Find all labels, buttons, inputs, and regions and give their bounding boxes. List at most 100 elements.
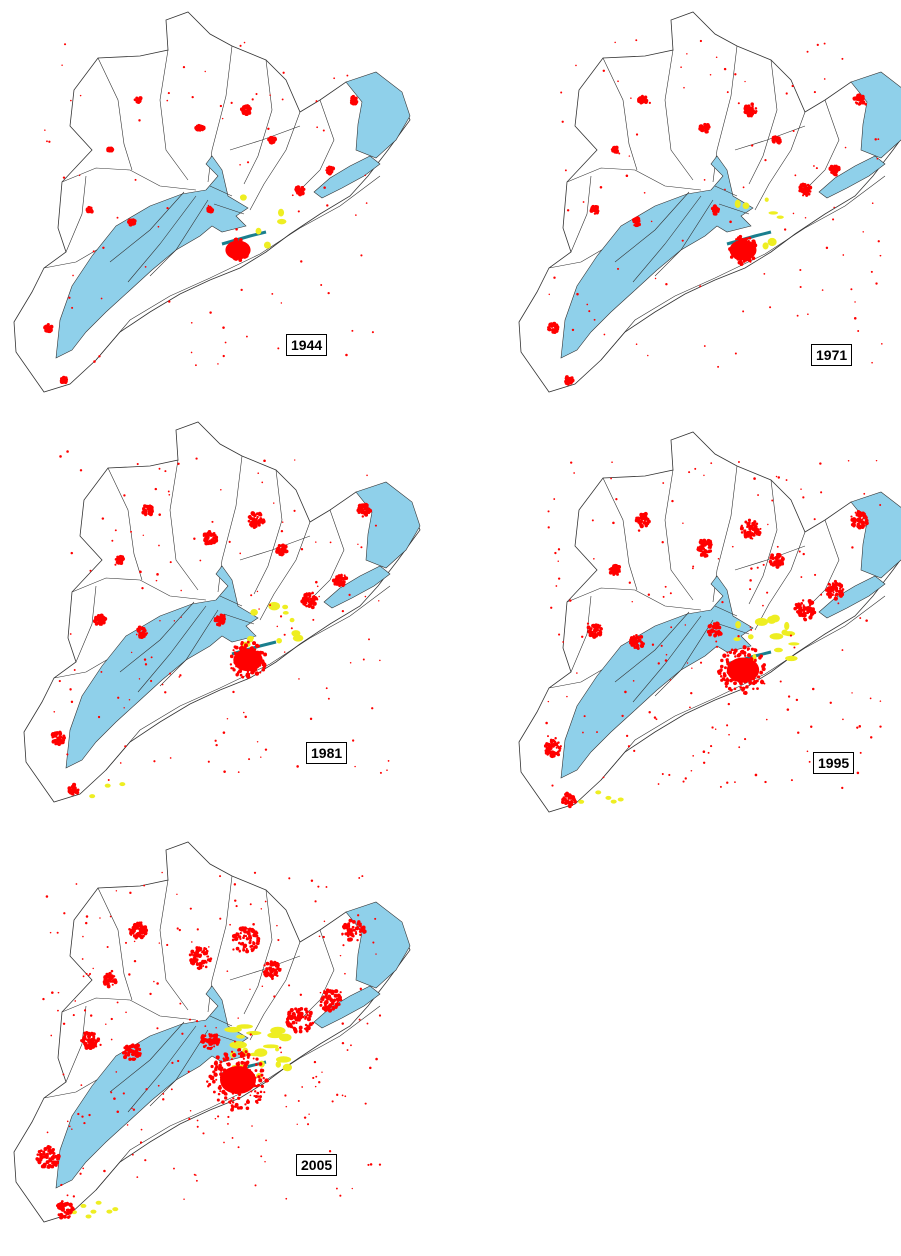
urban-dot	[744, 738, 747, 741]
urban-dot	[358, 1018, 361, 1021]
urban-dot	[98, 355, 101, 358]
industrial-patch	[90, 1209, 97, 1214]
urban-dot	[190, 949, 195, 954]
municipal-boundary	[75, 585, 97, 663]
urban-dot	[249, 1033, 252, 1036]
urban-dot	[307, 592, 312, 597]
urban-dot	[232, 690, 235, 694]
urban-dot	[262, 662, 267, 667]
urban-dot	[692, 565, 695, 568]
urban-dot	[641, 94, 644, 98]
urban-dot	[195, 1179, 198, 1182]
map-1995	[518, 431, 901, 813]
urban-dot	[305, 1007, 308, 1011]
urban-dot	[715, 210, 719, 213]
urban-dot	[168, 672, 171, 675]
urban-dot	[195, 457, 198, 460]
urban-dot	[242, 936, 245, 940]
urban-dot	[223, 1052, 227, 1056]
urban-dot	[327, 994, 332, 998]
urban-dot	[80, 1084, 83, 1087]
urban-dot	[254, 1184, 257, 1187]
urban-dot	[742, 259, 746, 263]
urban-dot	[586, 622, 590, 625]
urban-dot	[127, 218, 133, 223]
urban-dot	[617, 80, 619, 83]
urban-dot	[226, 970, 229, 973]
urban-dot	[704, 553, 709, 558]
urban-dot	[594, 633, 599, 638]
urban-dot	[309, 1011, 313, 1016]
urban-dot	[243, 929, 248, 934]
urban-dot	[790, 779, 793, 782]
urban-dot	[272, 138, 276, 143]
urban-dot	[207, 204, 210, 207]
urban-dot	[246, 335, 248, 338]
urban-dot	[70, 792, 75, 796]
urban-dot	[662, 595, 665, 598]
urban-dot	[251, 949, 255, 952]
urban-dot	[610, 477, 612, 480]
urban-dot	[835, 168, 839, 172]
urban-dot	[249, 1094, 252, 1097]
urban-dot	[63, 1203, 67, 1207]
urban-dot	[771, 135, 776, 140]
urban-dot	[881, 343, 883, 345]
industrial-patch	[249, 636, 254, 640]
urban-dot	[755, 522, 759, 526]
urban-dot	[250, 927, 255, 932]
urban-dot	[322, 935, 325, 939]
urban-dot	[680, 66, 682, 68]
urban-dot	[45, 1152, 49, 1156]
urban-dot	[611, 461, 613, 463]
urban-dot	[219, 917, 222, 920]
urban-dot	[703, 124, 707, 127]
lagoon	[560, 155, 754, 359]
urban-dot	[341, 1022, 344, 1025]
urban-dot	[569, 376, 574, 381]
urban-dot	[776, 545, 779, 548]
urban-dot	[125, 1011, 127, 1014]
urban-dot	[231, 1101, 235, 1104]
urban-dot	[124, 941, 128, 944]
urban-dot	[97, 614, 100, 617]
urban-dot	[72, 1195, 76, 1198]
urban-dot	[149, 992, 152, 996]
urban-dot	[82, 1035, 87, 1040]
urban-dot	[834, 586, 839, 591]
urban-dot	[637, 529, 641, 532]
urban-dot	[769, 306, 772, 309]
urban-dot	[307, 1123, 310, 1126]
urban-dot	[221, 1089, 226, 1095]
urban-dot	[764, 780, 767, 784]
urban-dot	[553, 498, 556, 500]
urban-dot	[213, 617, 217, 620]
urban-dot	[645, 517, 650, 522]
urban-dot	[729, 220, 732, 224]
urban-dot	[637, 638, 642, 643]
urban-dot	[199, 559, 202, 562]
urban-dot	[239, 44, 242, 47]
urban-dot	[354, 97, 358, 101]
urban-dot	[724, 684, 728, 688]
urban-dot	[665, 282, 668, 286]
urban-dot	[739, 650, 743, 653]
urban-dot	[208, 540, 214, 545]
lagoon-boundary	[109, 1021, 185, 1093]
urban-dot	[131, 219, 134, 222]
urban-dot	[277, 938, 280, 942]
urban-dot	[269, 973, 273, 978]
urban-dot	[210, 1064, 214, 1069]
urban-dot	[372, 941, 375, 944]
lagoon-boundary	[159, 609, 219, 687]
urban-dot	[144, 512, 148, 516]
urban-dot	[810, 725, 813, 728]
urban-dot	[142, 627, 145, 630]
industrial-patch	[773, 647, 783, 653]
urban-dot	[730, 648, 734, 652]
urban-areas	[543, 459, 882, 809]
urban-dot	[547, 510, 550, 513]
urban-dot	[744, 80, 746, 83]
urban-dot	[36, 1153, 40, 1156]
urban-dot	[631, 641, 634, 645]
